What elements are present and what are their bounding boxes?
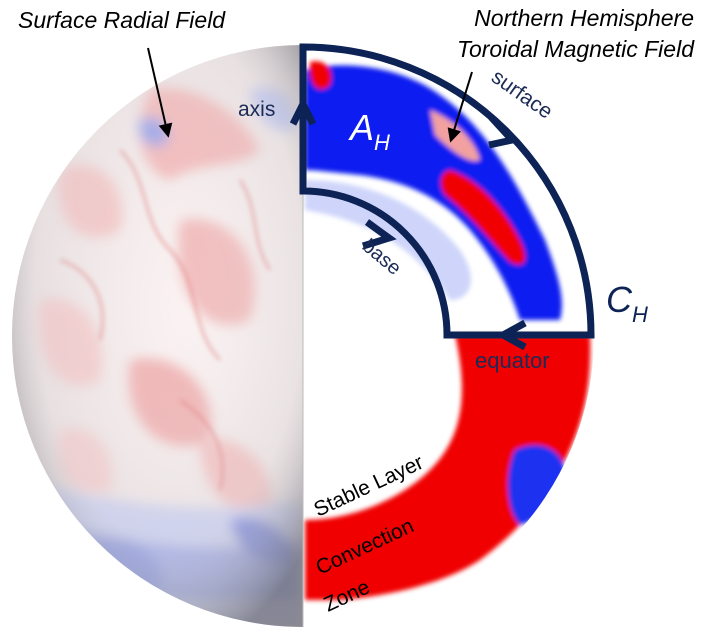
surface-radial-field-pointer — [147, 47, 173, 138]
a-h-label: AH — [348, 107, 390, 155]
equator-label: equator — [475, 348, 550, 373]
c-h-sub: H — [632, 302, 648, 327]
c-h-label: CH — [606, 279, 648, 327]
toroidal-field-pointer — [447, 71, 473, 143]
a-h-sub: H — [374, 130, 390, 155]
equator-arrowhead — [495, 319, 527, 351]
a-h-main: A — [348, 107, 374, 148]
surface-label: surface — [487, 65, 557, 123]
base-arrowhead — [361, 219, 397, 250]
surface-radial-field-label: Surface Radial Field — [18, 7, 226, 33]
northern-hemisphere-label-line1: Northern Hemisphere — [474, 5, 694, 31]
axis-label: axis — [238, 98, 275, 121]
surface-hemisphere — [12, 45, 303, 627]
northern-quarter-outline — [299, 43, 595, 339]
surface-arrowhead — [488, 114, 519, 149]
northern-hemisphere-label-line2: Toroidal Magnetic Field — [457, 36, 695, 62]
c-h-main: C — [606, 279, 633, 320]
axis-arrowhead — [289, 96, 317, 126]
